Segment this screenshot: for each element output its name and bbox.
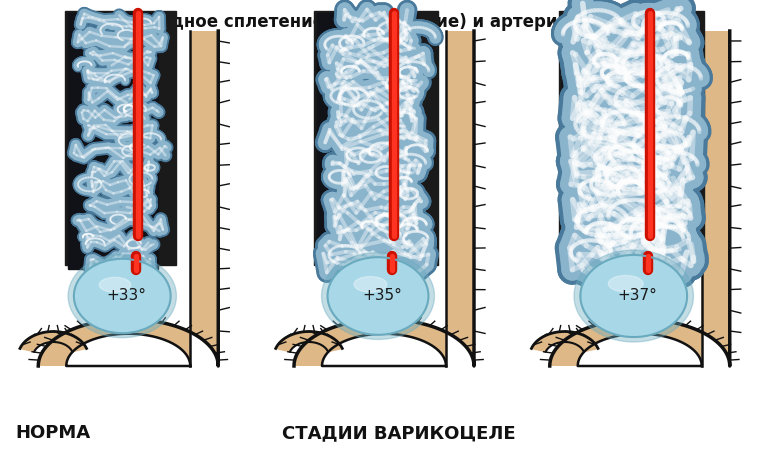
Polygon shape: [313, 11, 439, 265]
Polygon shape: [68, 13, 158, 269]
Text: +33°: +33°: [106, 289, 146, 303]
Ellipse shape: [74, 259, 170, 333]
Ellipse shape: [99, 278, 131, 292]
Ellipse shape: [354, 277, 387, 292]
Text: НОРМА: НОРМА: [15, 424, 90, 442]
Polygon shape: [550, 31, 730, 366]
Polygon shape: [65, 11, 176, 265]
Text: Лозовидное сплетение из вен (синие) и артерия (красная): Лозовидное сплетение из вен (синие) и ар…: [102, 13, 666, 31]
Text: +35°: +35°: [362, 289, 402, 303]
Text: СТАДИИ ВАРИКОЦЕЛЕ: СТАДИИ ВАРИКОЦЕЛЕ: [282, 424, 515, 442]
Ellipse shape: [322, 253, 435, 339]
Polygon shape: [20, 331, 87, 352]
Ellipse shape: [68, 254, 177, 337]
Polygon shape: [316, 13, 417, 269]
Polygon shape: [38, 31, 218, 366]
Polygon shape: [560, 11, 704, 265]
Ellipse shape: [581, 255, 687, 337]
Text: +37°: +37°: [617, 289, 657, 303]
Polygon shape: [531, 331, 598, 352]
Polygon shape: [294, 31, 474, 366]
Ellipse shape: [328, 257, 429, 335]
Ellipse shape: [574, 250, 694, 342]
Polygon shape: [276, 331, 343, 352]
Ellipse shape: [608, 276, 643, 292]
Polygon shape: [561, 13, 677, 269]
